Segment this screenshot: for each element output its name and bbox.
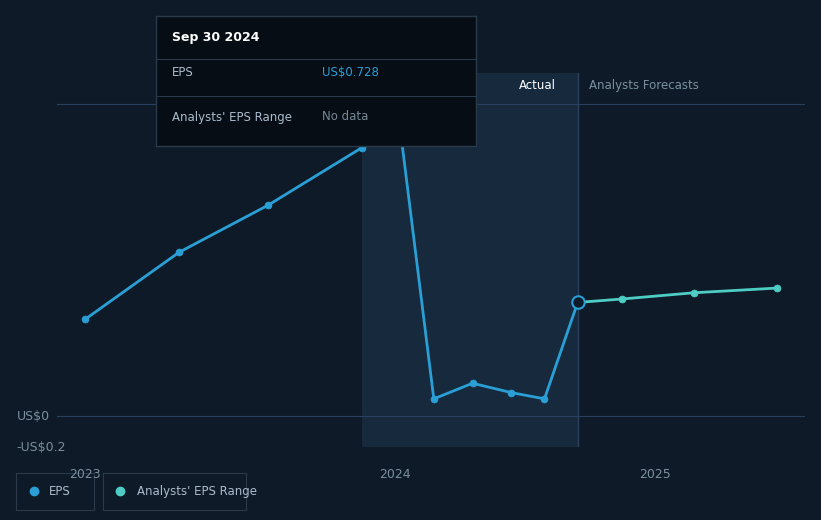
- Text: 2023: 2023: [69, 468, 101, 481]
- Bar: [362, 73, 578, 447]
- Text: Actual: Actual: [519, 79, 556, 92]
- Text: EPS: EPS: [172, 66, 194, 79]
- Text: 2024: 2024: [379, 468, 410, 481]
- Text: No data: No data: [323, 110, 369, 123]
- Text: 2025: 2025: [640, 468, 671, 481]
- Text: US$0: US$0: [16, 410, 49, 422]
- Text: US$0.728: US$0.728: [323, 66, 379, 79]
- Text: EPS: EPS: [49, 485, 71, 498]
- Text: Analysts Forecasts: Analysts Forecasts: [589, 79, 699, 92]
- Text: Analysts' EPS Range: Analysts' EPS Range: [137, 485, 257, 498]
- Text: Sep 30 2024: Sep 30 2024: [172, 31, 259, 44]
- Text: Analysts' EPS Range: Analysts' EPS Range: [172, 110, 292, 123]
- Text: -US$0.2: -US$0.2: [16, 440, 66, 453]
